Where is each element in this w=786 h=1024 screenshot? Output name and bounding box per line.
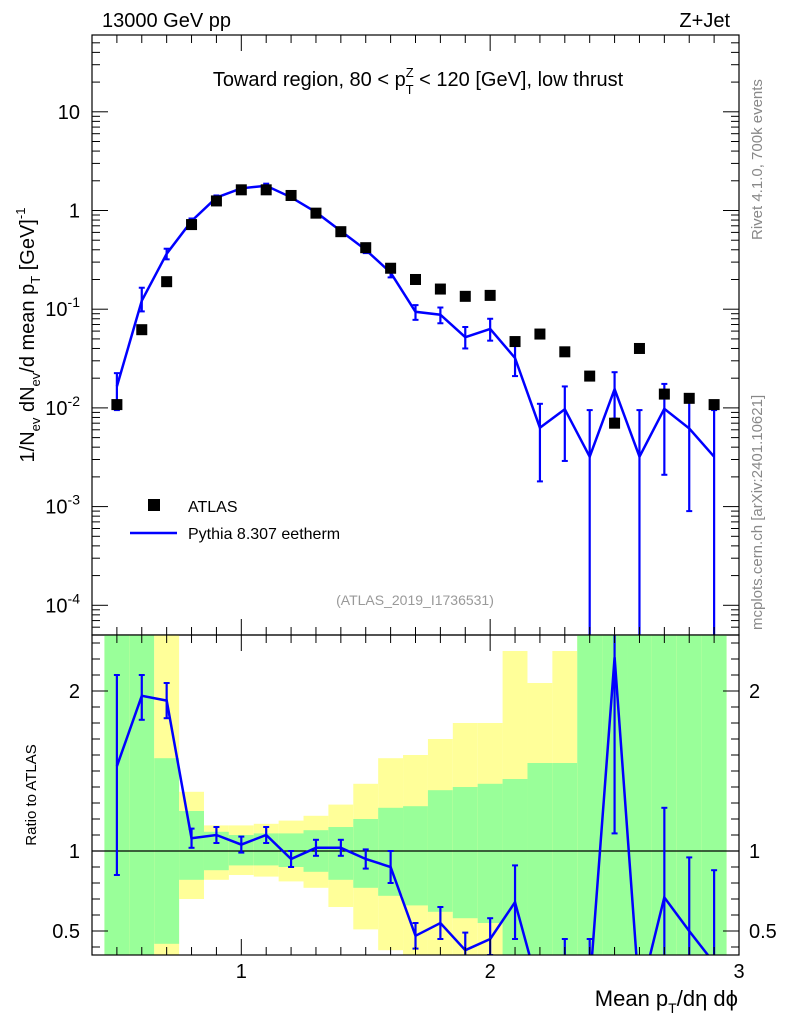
atlas-point	[559, 346, 571, 358]
ratio-band-inner	[403, 806, 428, 906]
x-tick-label: 2	[485, 961, 496, 983]
y-tick-label: 10-4	[45, 590, 80, 617]
mc-line	[115, 184, 716, 460]
x-tick-labels: 1 2 3	[236, 961, 745, 983]
ratio-y-tick-label-left: 0.5	[52, 921, 80, 943]
atlas-point	[310, 207, 322, 219]
ratio-y-tick-label-right: 2	[749, 681, 760, 703]
ratio-ticks: 0.5 0.5 1 1 2 2	[52, 635, 777, 955]
atlas-point	[534, 328, 546, 340]
legend-mc-label: Pythia 8.307 eetherm	[188, 526, 340, 543]
ratio-band-inner	[552, 763, 578, 955]
atlas-point	[584, 370, 596, 382]
mcplots-label: mcplots.cern.ch [arXiv:2401.10621]	[749, 395, 766, 630]
header-left: 13000 GeV pp	[102, 10, 231, 32]
ratio-band-inner	[627, 635, 652, 955]
plot-title: Toward region, 80 < pZ T < 120 [GeV], low…	[213, 65, 624, 97]
atlas-point	[136, 324, 148, 336]
y-tick-label: 10	[58, 102, 80, 124]
ratio-y-tick-label-left: 1	[69, 841, 80, 863]
ratio-ylabel: Ratio to ATLAS	[23, 744, 40, 845]
atlas-point	[161, 276, 173, 288]
legend-atlas-marker	[148, 499, 160, 511]
ratio-band-inner	[527, 763, 553, 955]
ratio-band-inner	[477, 783, 503, 923]
ratio-band-inner	[577, 635, 603, 955]
x-axis-label: Mean pT/dη dϕ	[595, 986, 738, 1016]
atlas-point	[360, 242, 372, 254]
atlas-point	[285, 189, 297, 201]
atlas-point	[410, 273, 421, 285]
x-tick-label: 3	[733, 961, 744, 983]
atlas-point	[633, 342, 645, 354]
ratio-band-inner	[452, 787, 478, 919]
atlas-point	[210, 195, 222, 207]
atlas-point	[186, 219, 198, 231]
atlas-point	[459, 290, 471, 302]
atlas-point	[434, 283, 446, 295]
atlas-point	[609, 417, 621, 429]
atlas-point	[683, 392, 695, 404]
ratio-panel: 0.5 0.5 1 1 2 2 Ratio to ATLAS	[23, 634, 777, 956]
atlas-point	[385, 262, 397, 274]
y-tick-label: 10-2	[45, 393, 80, 420]
main-ticks: 10-4 10-3 10-2 10-1 1 10	[45, 34, 740, 636]
ratio-y-tick-label-right: 1	[749, 841, 760, 863]
ratio-y-tick-label-right: 0.5	[749, 921, 777, 943]
x-tick-label: 1	[236, 961, 247, 983]
main-marks	[111, 182, 720, 635]
atlas-point	[335, 226, 347, 238]
y-tick-label: 10-1	[45, 294, 80, 321]
atlas-point	[484, 289, 496, 301]
atlas-point	[111, 399, 123, 411]
atlas-point	[260, 184, 272, 196]
atlas-point	[235, 184, 247, 196]
ratio-y-tick-label-left: 2	[69, 681, 80, 703]
y-tick-label: 1	[69, 200, 80, 222]
main-frame	[91, 34, 740, 636]
legend-atlas-label: ATLAS	[188, 499, 238, 516]
header-right: Z+Jet	[679, 10, 730, 32]
analysis-id: (ATLAS_2019_I1736531)	[336, 592, 494, 608]
main-mc-group	[113, 182, 718, 635]
atlas-point	[708, 399, 720, 411]
main-panel: 10-4 10-3 10-2 10-1 1 10 Toward region, 80 < …	[13, 34, 740, 636]
y-tick-label: 10-3	[45, 492, 80, 519]
ratio-marks	[92, 635, 739, 955]
ratio-mc-group	[113, 635, 718, 955]
rivet-label: Rivet 4.1.0, 700k events	[749, 79, 766, 240]
atlas-point	[509, 336, 521, 348]
atlas-point	[658, 388, 670, 400]
main-ylabel: 1/Nev dNev/d mean pT [GeV]-1	[13, 208, 43, 463]
